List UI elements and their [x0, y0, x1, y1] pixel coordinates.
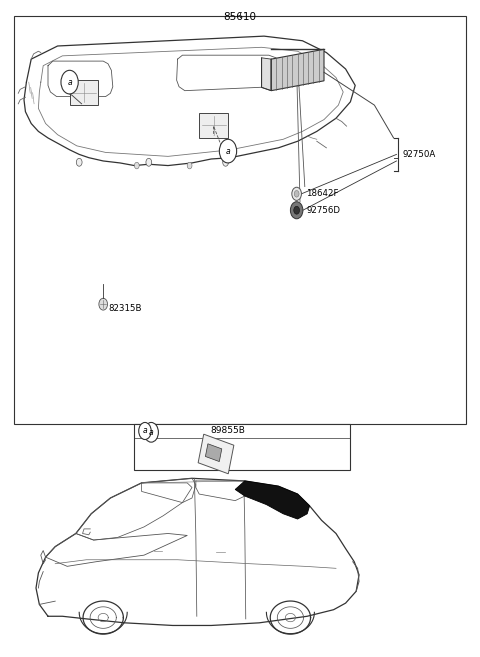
Text: 92750A: 92750A: [402, 150, 435, 159]
Circle shape: [139, 422, 151, 440]
Text: 89855B: 89855B: [211, 426, 245, 436]
Bar: [134, 424, 350, 470]
Circle shape: [144, 422, 158, 442]
Bar: [14, 16, 466, 424]
Polygon shape: [271, 49, 324, 91]
Circle shape: [292, 187, 301, 200]
Text: 85610: 85610: [224, 12, 256, 22]
Text: 18642F: 18642F: [306, 189, 339, 198]
Text: a: a: [67, 78, 72, 87]
Circle shape: [99, 298, 108, 310]
Polygon shape: [235, 481, 310, 519]
Text: a: a: [143, 426, 147, 436]
Text: a: a: [226, 147, 230, 156]
Polygon shape: [205, 443, 222, 462]
Circle shape: [76, 158, 82, 166]
Bar: [70, 80, 98, 105]
Circle shape: [146, 158, 152, 166]
Circle shape: [294, 191, 299, 197]
Circle shape: [61, 70, 78, 94]
Circle shape: [223, 158, 228, 166]
Circle shape: [219, 139, 237, 163]
Polygon shape: [262, 58, 271, 91]
Polygon shape: [198, 434, 234, 474]
Text: 82315B: 82315B: [108, 304, 142, 313]
Bar: [199, 113, 228, 138]
Text: a: a: [149, 428, 154, 437]
Text: 92756D: 92756D: [306, 206, 340, 215]
Circle shape: [134, 162, 139, 169]
Circle shape: [294, 206, 300, 214]
Circle shape: [187, 162, 192, 169]
Circle shape: [290, 202, 303, 219]
